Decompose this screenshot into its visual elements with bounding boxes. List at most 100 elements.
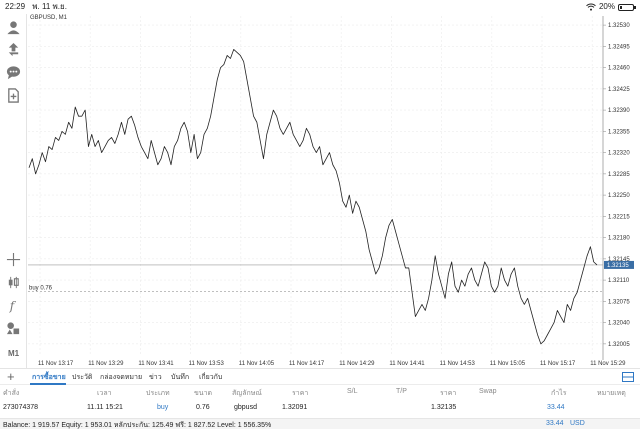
tab-mailbox[interactable]: กล่องจดหมาย [100,374,143,381]
header-profit: กำไร [551,390,567,397]
objects-icon [6,322,20,335]
header-sl: S/L [347,388,358,395]
battery-level [620,5,623,9]
current-price-tag [604,260,634,269]
x-tick-label: 11 Nov 13:41 [138,361,174,367]
new-document-button[interactable] [4,86,23,105]
panel-toggle-icon[interactable] [622,372,634,382]
y-tick-label: 1.32250 [608,193,630,199]
trade-button[interactable] [4,40,23,59]
svg-text:f: f [9,299,17,313]
tab-trade[interactable]: การซื้อขาย [32,374,66,381]
table-row[interactable]: 273074378 11.11 15:21 buy 0.76 gbpusd 1.… [0,402,640,416]
header-order: คำสั่ง [3,390,20,397]
x-tick-label: 11 Nov 14:53 [440,361,476,367]
x-tick-label: 11 Nov 14:41 [389,361,425,367]
header-price: ราคา [292,390,309,397]
chart-canvas[interactable]: 1.32530 1.32495 1.32460 1.32425 1.32390 1.323… [28,14,640,368]
total-profit: 33.44 [546,420,564,427]
balance-summary: Balance: 1 919.57 Equity: 1 953.01 หลักป… [3,422,272,429]
new-document-icon [8,88,19,103]
y-tick-label: 1.32040 [608,321,630,327]
chart-grid [28,16,603,356]
battery-icon [618,3,636,11]
order-time: 11.11 15:21 [87,404,123,411]
order-current-price: 1.32135 [431,404,457,411]
header-swap: Swap [479,388,497,395]
y-tick-label: 1.32495 [608,44,630,50]
header-time: เวลา [97,390,112,397]
header-note: หมายเหตุ [597,390,626,397]
price-chart[interactable]: 1.32530 1.32495 1.32460 1.32425 1.32390 1.323… [28,14,640,378]
header-symbol: สัญลักษณ์ [232,390,262,397]
order-type: buy [157,404,169,411]
header-type: ประเภท [146,390,170,397]
header-size: ขนาด [194,390,213,397]
account-currency: USD [570,420,585,427]
y-tick-label: 1.32180 [608,236,630,242]
add-icon[interactable]: + [7,369,15,384]
y-tick-label: 1.32355 [608,129,630,135]
y-tick-label: 1.32460 [608,66,630,72]
chat-icon [6,66,21,80]
tab-history[interactable]: ประวัติ [72,374,93,381]
header-current-price: ราคา [440,390,457,397]
crosshair-icon [6,252,21,267]
account-button[interactable] [4,18,23,37]
tab-journal[interactable]: บันทึก [171,374,190,381]
chat-button[interactable] [4,63,23,82]
candlestick-icon [8,276,19,289]
wifi-icon [586,3,596,11]
y-tick-label: 1.32530 [608,23,630,29]
y-tick-label: 1.32285 [608,172,630,178]
y-tick-label: 1.32110 [608,278,630,284]
status-time: 22:29 [5,2,26,11]
x-tick-label: 11 Nov 15:29 [590,361,626,367]
x-tick-label: 11 Nov 14:29 [339,361,375,367]
objects-button[interactable] [4,319,23,338]
order-open-price: 1.32091 [282,404,308,411]
timeframe-button[interactable]: M1 [7,349,20,358]
balance-bar: Balance: 1 919.57 Equity: 1 953.01 หลักป… [0,418,640,429]
y-tick-label: 1.32390 [608,108,630,114]
trade-table-header: คำสั่ง เวลา ประเภท ขนาด สัญลักษณ์ ราคา S… [0,386,640,399]
y-tick-label: 1.32425 [608,87,630,93]
battery-percent: 20% [598,2,615,11]
trade-icon [8,42,19,57]
current-price-tag-label: 1.32135 [607,263,629,269]
y-tick-label: 1.32215 [608,214,630,220]
terminal-tabs: + การซื้อขาย ประวัติ กล่องจดหมาย ข่าว บั… [0,368,640,385]
account-icon [7,21,20,35]
price-axis: 1.32530 1.32495 1.32460 1.32425 1.32390 1.323… [602,16,630,360]
x-tick-label: 11 Nov 13:53 [189,361,225,367]
y-tick-label: 1.32005 [608,342,630,348]
y-tick-label: 1.32075 [608,299,630,305]
crosshair-button[interactable] [4,250,23,269]
tab-about[interactable]: เกี่ยวกับ [199,374,223,381]
tab-news[interactable]: ข่าว [149,374,162,381]
order-symbol: gbpusd [234,404,257,411]
x-tick-label: 11 Nov 14:17 [289,361,325,367]
chart-symbol-label: GBPUSD, M1 [30,15,68,21]
buy-level-label: buy 0.76 [29,286,53,292]
y-tick-label: 1.32320 [608,151,630,157]
order-id: 273074378 [3,404,39,411]
x-tick-label: 11 Nov 15:05 [490,361,526,367]
status-date: พ. 11 พ.ย. [32,2,67,11]
indicator-f-icon: f [9,299,17,313]
status-bar: 22:29 พ. 11 พ.ย. 20% [0,0,640,14]
y-tick-label: 1.32145 [608,257,630,263]
chart-type-button[interactable] [4,273,23,292]
time-axis: 11 Nov 13:17 11 Nov 13:29 11 Nov 13:41 11 N… [38,361,626,367]
x-tick-label: 11 Nov 13:17 [38,361,74,367]
x-tick-label: 11 Nov 13:29 [88,361,124,367]
x-tick-label: 11 Nov 14:05 [239,361,275,367]
order-size: 0.76 [196,404,210,411]
order-profit: 33.44 [547,404,565,411]
price-series-points [29,49,597,343]
header-tp: T/P [396,388,407,395]
left-toolbar: f M1 [0,14,27,378]
x-tick-label: 11 Nov 15:17 [540,361,576,367]
indicators-button[interactable]: f [4,296,23,315]
active-tab-indicator [30,383,66,385]
